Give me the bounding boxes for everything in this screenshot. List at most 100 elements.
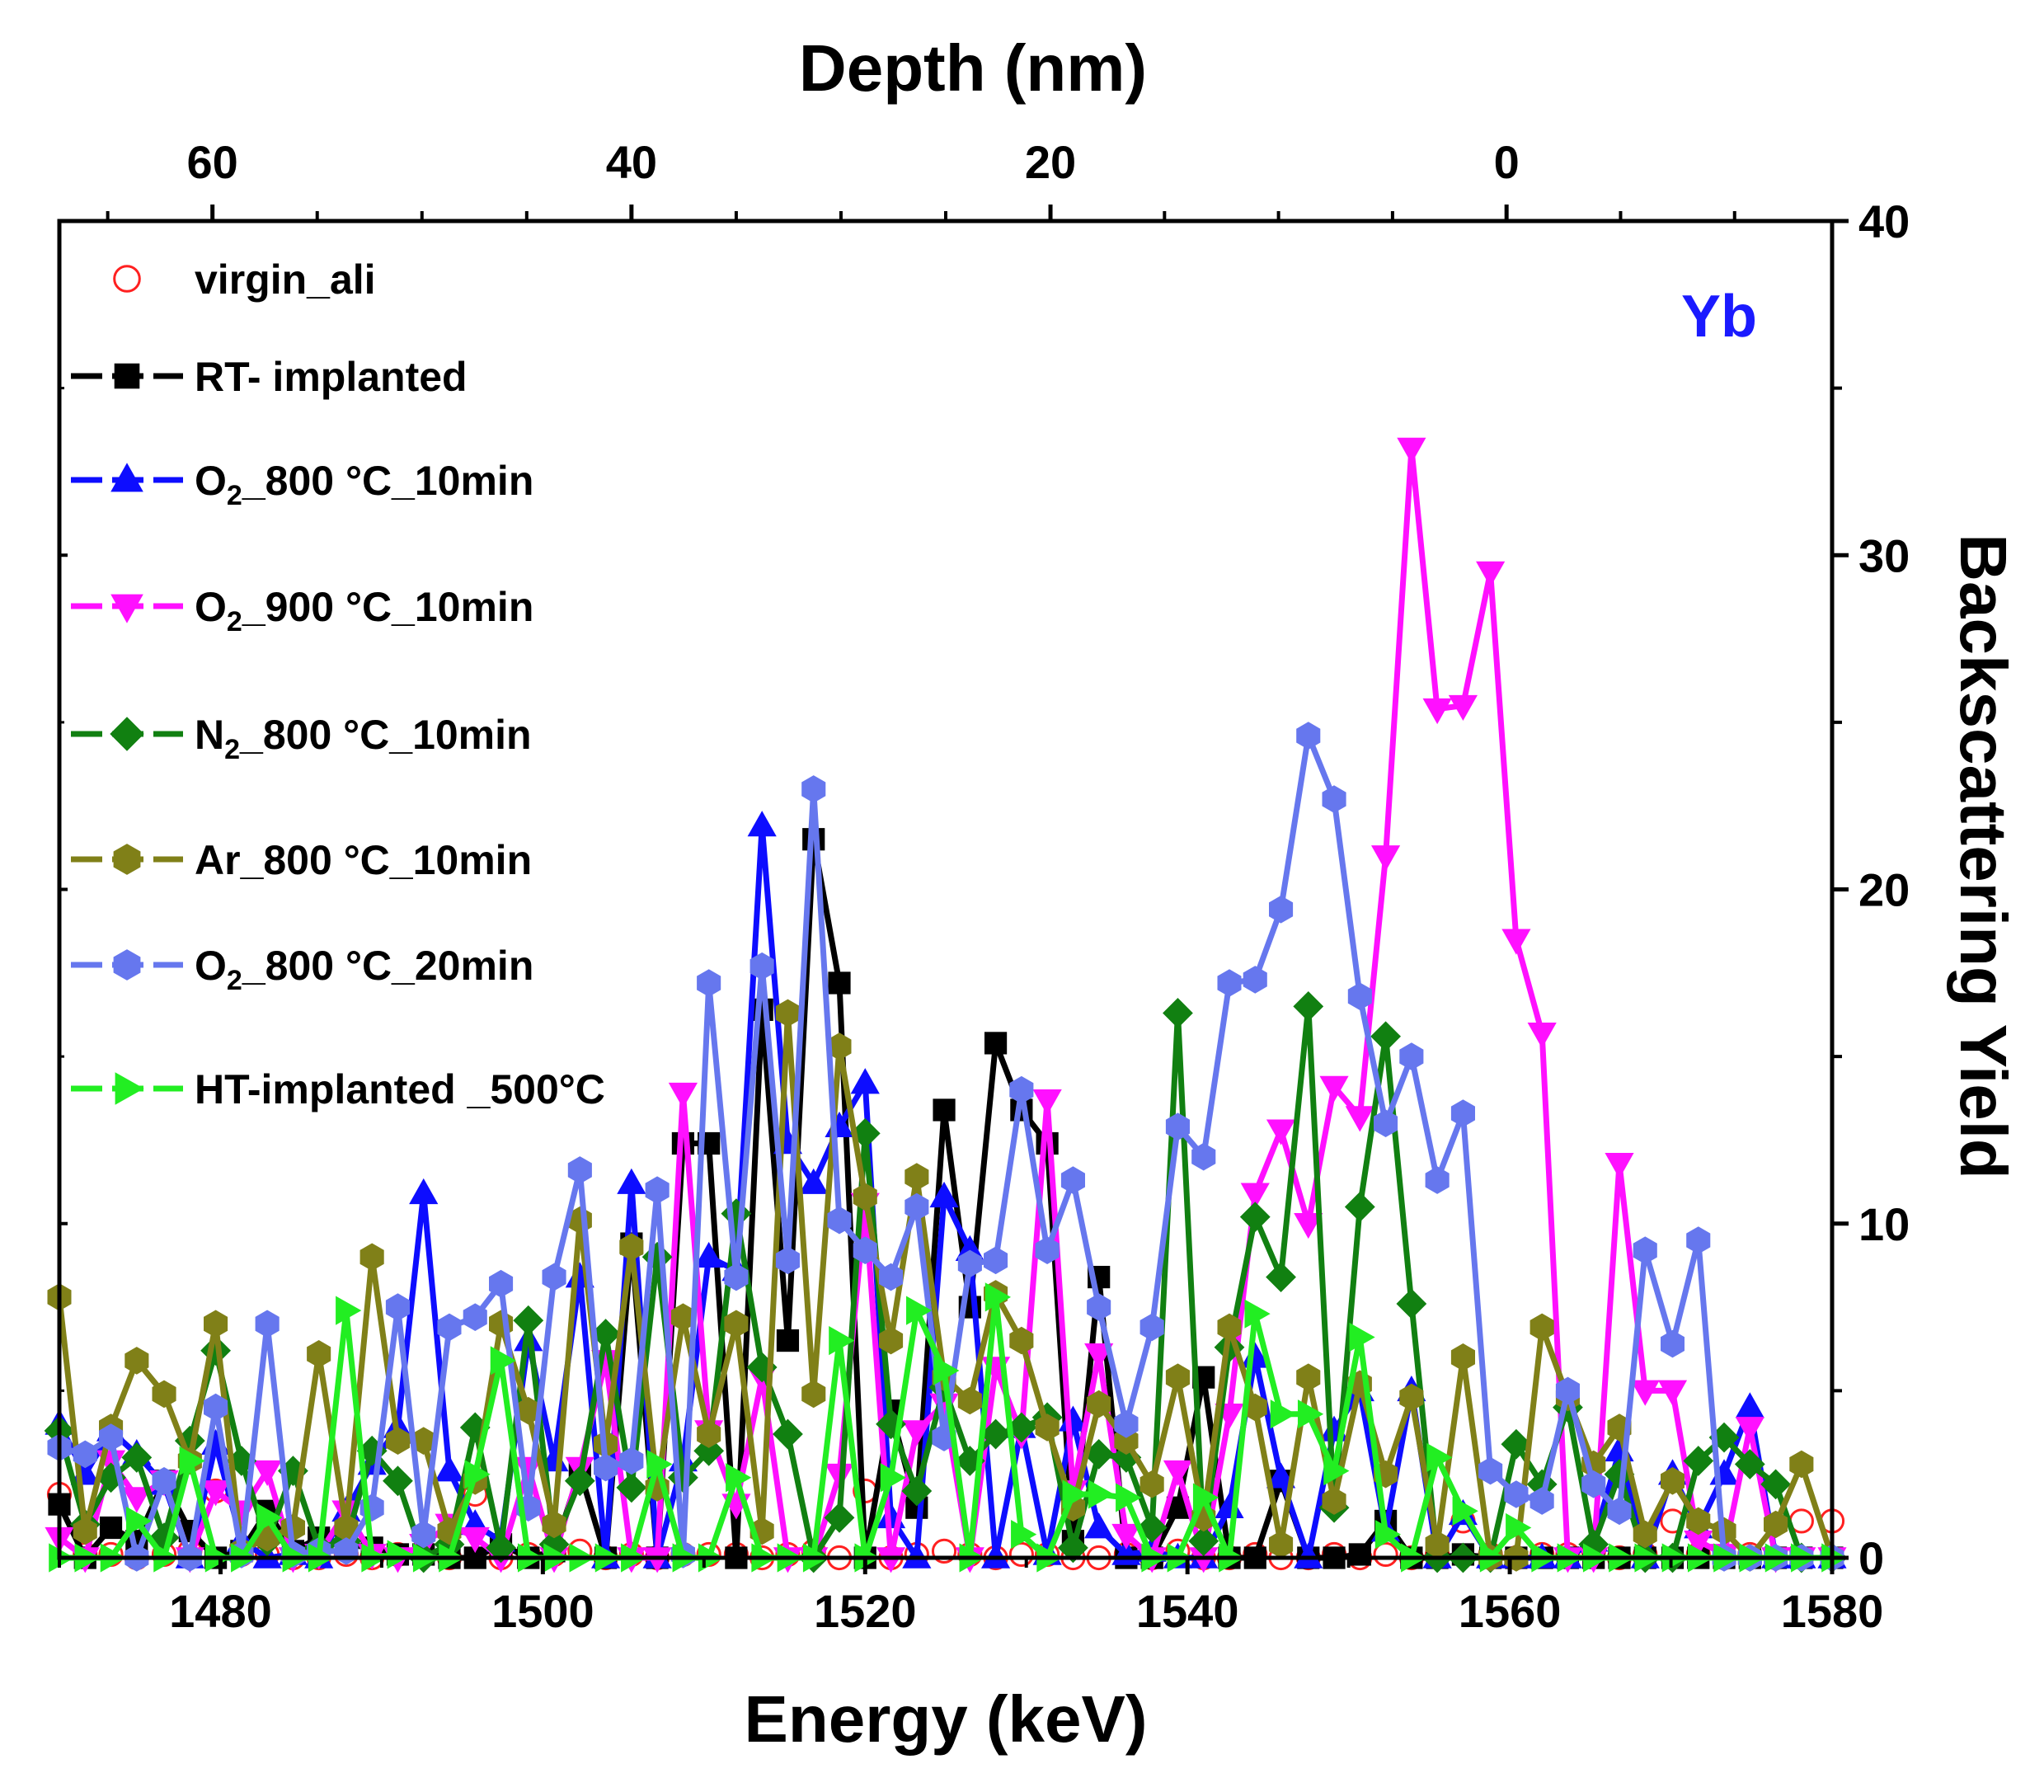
data-point [179, 1446, 205, 1476]
data-point [905, 1192, 929, 1221]
data-point [1322, 785, 1346, 813]
data-point [1506, 1512, 1532, 1543]
data-point [152, 1467, 176, 1495]
data-point [174, 1425, 205, 1456]
data-point [1297, 1399, 1324, 1429]
data-point [721, 1198, 752, 1229]
y-tick-label: 0 [1858, 1532, 1884, 1584]
data-point [1684, 1530, 1713, 1557]
data-point [1269, 896, 1294, 924]
data-point [1452, 1496, 1478, 1526]
data-point [1349, 1322, 1375, 1352]
data-point [122, 1487, 152, 1513]
data-point [828, 971, 851, 995]
x-tick-label: 1480 [169, 1585, 272, 1637]
data-point [1607, 1497, 1632, 1526]
legend-marker [113, 844, 141, 875]
data-point [590, 1319, 621, 1349]
data-point [1294, 1212, 1323, 1239]
data-point [1374, 1109, 1398, 1137]
legend-label: N2_800 °C_10min [195, 712, 532, 765]
y-tick-label: 10 [1858, 1198, 1910, 1250]
data-point [1789, 1450, 1814, 1479]
data-point [957, 1386, 982, 1415]
data-point [1529, 1487, 1554, 1515]
y-axis-title: Backscattering Yield [1947, 534, 2020, 1179]
data-point [1605, 1153, 1634, 1179]
data-point [879, 1263, 904, 1291]
legend-marker [110, 717, 144, 751]
data-point [542, 1510, 566, 1539]
data-point [564, 1465, 595, 1497]
x-tick-label: 1580 [1781, 1585, 1884, 1637]
data-point [801, 775, 826, 803]
data-point [1422, 698, 1452, 725]
data-point [1450, 1099, 1475, 1127]
data-point [126, 1506, 153, 1536]
data-point [1111, 1442, 1142, 1473]
data-point [252, 1460, 282, 1487]
legend-label: HT-implanted _500°C [195, 1066, 605, 1112]
data-point [980, 1542, 1011, 1569]
data-point [1760, 1469, 1791, 1500]
data-point [1425, 1531, 1450, 1559]
data-point [799, 1168, 829, 1194]
data-point [513, 1305, 544, 1336]
legend-item-1: RT- implanted [71, 354, 468, 400]
legend-marker [110, 594, 143, 623]
data-point [1270, 1399, 1296, 1429]
legend-marker [113, 949, 141, 981]
data-point [1478, 1456, 1503, 1485]
data-point [668, 1082, 698, 1109]
data-point [697, 969, 721, 997]
data-point [383, 1465, 413, 1497]
data-point [1735, 1417, 1764, 1443]
data-point [1370, 845, 1401, 872]
data-point [307, 1340, 331, 1368]
data-point [1165, 1363, 1190, 1391]
top-tick-label: 20 [1025, 136, 1076, 188]
data-point [73, 1440, 97, 1469]
data-point [542, 1263, 566, 1291]
data-point [1035, 1413, 1060, 1442]
data-point [594, 1453, 618, 1482]
data-point [619, 1446, 644, 1475]
series-6 [47, 722, 1844, 1572]
data-point [801, 1380, 826, 1409]
data-point [1084, 1512, 1114, 1539]
data-point [697, 1420, 721, 1448]
data-point [1243, 966, 1267, 994]
data-point [905, 1163, 929, 1191]
data-point [749, 952, 774, 981]
legend-label: Ar_800 °C_10min [195, 837, 532, 883]
legend-label: O2_800 °C_20min [195, 943, 533, 996]
data-point [1630, 1380, 1660, 1406]
data-point [775, 1246, 800, 1275]
data-point [829, 1325, 855, 1356]
data-point [775, 999, 800, 1028]
data-point [827, 1206, 852, 1235]
x-tick-label: 1560 [1459, 1585, 1562, 1637]
data-point [853, 1183, 877, 1211]
data-point [152, 1380, 176, 1409]
data-point [957, 1249, 982, 1278]
data-point [1139, 1313, 1164, 1342]
top-tick-label: 40 [606, 136, 657, 188]
data-point [1661, 1467, 1685, 1495]
data-point [1296, 722, 1321, 750]
data-point [670, 1303, 695, 1331]
data-point [121, 1442, 153, 1473]
data-point [984, 1282, 1011, 1312]
series-7 [49, 1282, 1848, 1573]
data-point [411, 1520, 436, 1549]
data-point [1396, 1288, 1427, 1319]
data-point [1374, 1520, 1401, 1550]
legend: virgin_ali RT- implanted O2_800 °C_10min O2… [71, 256, 605, 1112]
y-tick-label: 40 [1858, 195, 1910, 247]
legend-item-7: HT-implanted _500°C [71, 1066, 605, 1112]
legend-item-4: N2_800 °C_10min [71, 712, 532, 765]
data-point [933, 1356, 960, 1385]
data-point [490, 1346, 516, 1376]
data-point [1269, 1531, 1294, 1559]
data-point [1348, 1543, 1371, 1566]
